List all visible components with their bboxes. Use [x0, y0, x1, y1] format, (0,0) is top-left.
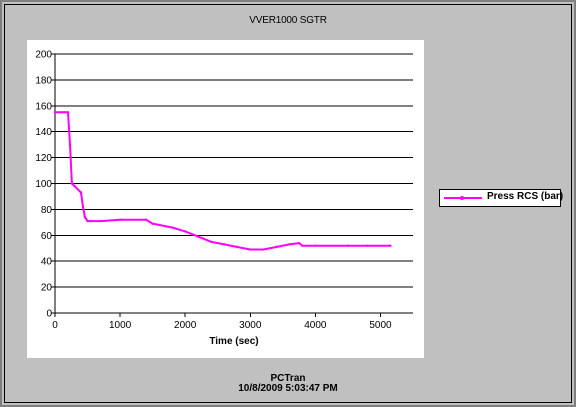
data-point [366, 244, 369, 247]
data-point [151, 222, 154, 225]
series-line [55, 111, 391, 251]
data-point [183, 230, 187, 233]
y-tick-label: 200 [35, 50, 52, 61]
y-tick-label: 180 [35, 75, 52, 86]
data-point [89, 219, 93, 223]
data-point [249, 248, 252, 251]
data-point [389, 244, 392, 247]
data-point [223, 243, 226, 246]
y-tick-label: 80 [41, 205, 53, 216]
data-point [197, 235, 200, 238]
data-point [60, 111, 63, 114]
legend-label: Press RCS (bar) [487, 191, 564, 202]
x-axis-label: Time (sec) [209, 336, 258, 347]
data-point [236, 245, 239, 249]
data-point [73, 184, 76, 188]
footer-app-name: PCTran [270, 373, 306, 384]
data-point [79, 191, 83, 194]
y-tick-label: 160 [35, 101, 52, 112]
y-tick-label: 20 [41, 283, 53, 294]
plot-background [27, 40, 424, 358]
data-point [70, 182, 74, 185]
legend: Press RCS (bar) [439, 189, 564, 207]
data-point [170, 226, 174, 229]
y-tick-label: 60 [41, 231, 53, 242]
y-tick-label: 120 [35, 153, 52, 164]
data-point [66, 111, 70, 114]
legend-marker [460, 196, 464, 200]
x-tick-label: 0 [52, 320, 58, 331]
data-point [275, 245, 278, 249]
x-tick-label: 2000 [174, 320, 197, 331]
data-point [210, 240, 213, 243]
y-tick-label: 100 [35, 179, 52, 190]
x-tick-label: 3000 [239, 320, 262, 331]
y-tick-label: 140 [35, 127, 52, 138]
x-tick-label: 1000 [109, 320, 132, 331]
data-point [297, 241, 301, 245]
window-inner-border [4, 4, 572, 403]
data-point [83, 215, 87, 219]
data-point [53, 111, 57, 114]
x-tick-label: 4000 [304, 320, 327, 331]
data-point [262, 248, 265, 251]
data-point [301, 244, 304, 247]
data-point [118, 218, 122, 221]
data-point [144, 218, 148, 221]
x-tick-label: 5000 [369, 320, 392, 331]
chart-title: VVER1000 SGTR [249, 15, 327, 26]
data-point [346, 244, 350, 247]
data-point [314, 244, 317, 247]
data-point [99, 219, 102, 223]
data-point [288, 243, 291, 246]
y-tick-label: 0 [46, 309, 52, 320]
y-tick-label: 40 [41, 257, 53, 268]
footer-timestamp: 10/8/2009 5:03:47 PM [238, 383, 338, 394]
data-point [86, 219, 89, 223]
data-point [81, 205, 85, 209]
data-point [68, 143, 72, 146]
